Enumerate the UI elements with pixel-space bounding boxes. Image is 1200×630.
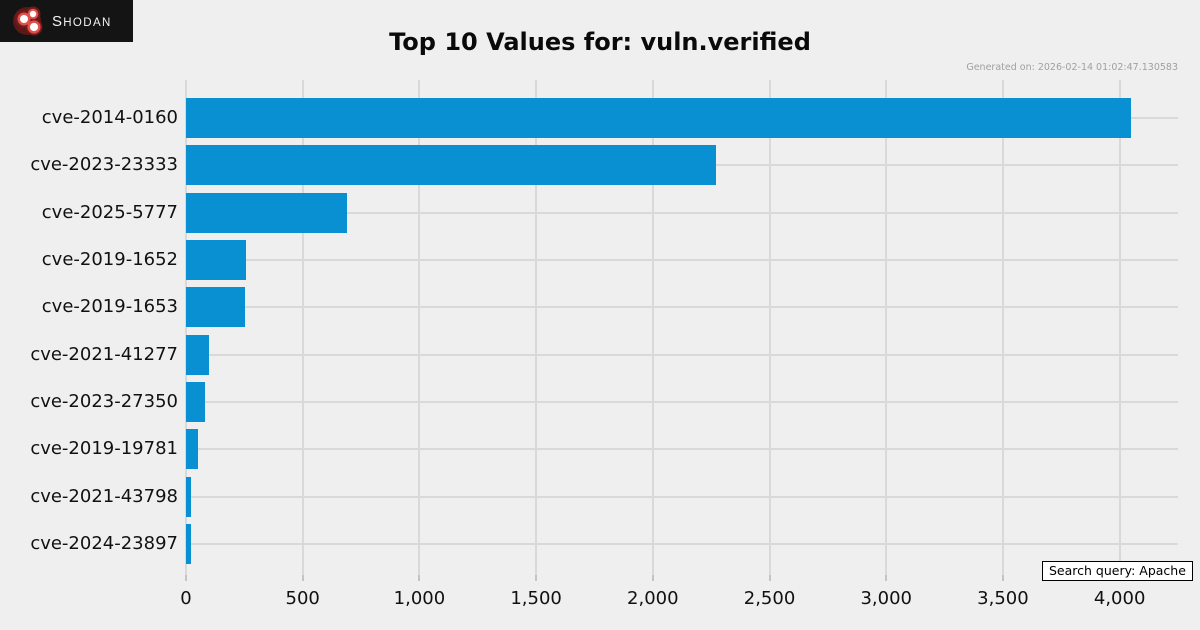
x-tick-mark (885, 575, 888, 581)
h-gridline (186, 211, 1178, 214)
y-axis-label: cve-2019-1653 (41, 296, 178, 318)
h-gridline (186, 259, 1178, 262)
shodan-logo: SHODAN (0, 0, 133, 42)
bar-cve-2023-23333 (186, 145, 716, 186)
page-title: Top 10 Values for: vuln.verified (389, 28, 811, 56)
bar-cve-2019-19781 (186, 429, 198, 470)
v-gridline (651, 80, 654, 575)
h-gridline (186, 543, 1178, 546)
x-tick-mark (301, 575, 304, 581)
bar-cve-2024-23897 (186, 524, 191, 565)
x-tick-mark (185, 575, 187, 581)
bar-cve-2014-0160 (186, 98, 1132, 138)
bar-cve-2023-27350 (186, 382, 205, 423)
v-gridline (535, 80, 538, 575)
y-axis-label: cve-2021-41277 (30, 343, 178, 365)
shodan-wordmark-rest: HODAN (63, 16, 112, 29)
y-axis-label: cve-2025-5777 (41, 201, 178, 223)
bar-cve-2019-1652 (186, 240, 246, 281)
shodan-wordmark: SHODAN (52, 13, 112, 30)
shodan-wordmark-initial: S (52, 12, 64, 30)
h-gridline (186, 306, 1178, 309)
v-gridline (1001, 80, 1004, 575)
x-tick-mark (1001, 575, 1004, 581)
x-axis-tick-label: 2,500 (743, 588, 796, 609)
v-gridline (768, 80, 771, 575)
x-tick-mark (651, 575, 654, 581)
x-tick-mark (768, 575, 771, 581)
x-axis-tick-label: 4,000 (1093, 588, 1146, 609)
v-gridline (301, 80, 304, 575)
bar-cve-2019-1653 (186, 287, 246, 328)
v-gridline (185, 80, 187, 575)
x-axis-tick-label: 2,000 (627, 588, 679, 609)
y-axis-label: cve-2014-0160 (41, 107, 178, 128)
y-axis-label: cve-2023-23333 (30, 154, 178, 176)
bar-cve-2021-41277 (186, 334, 210, 375)
h-gridline (186, 495, 1178, 498)
v-gridline (885, 80, 888, 575)
x-tick-mark (418, 575, 421, 581)
x-axis-tick-label: 0 (180, 588, 192, 609)
generated-timestamp: Generated on: 2026-02-14 01:02:47.130583 (966, 62, 1178, 73)
h-gridline (186, 353, 1178, 356)
search-query-badge: Search query: Apache (1042, 561, 1193, 581)
x-axis-tick-label: 1,000 (393, 588, 446, 609)
y-axis-label: cve-2019-19781 (30, 438, 178, 460)
x-axis-tick-label: 500 (285, 588, 320, 609)
bar-cve-2025-5777 (186, 192, 348, 233)
h-gridline (186, 448, 1178, 451)
x-tick-mark (535, 575, 538, 581)
h-gridline (186, 401, 1178, 404)
x-axis-tick-label: 1,500 (510, 588, 562, 609)
plot-area (185, 80, 1178, 575)
x-axis-tick-label: 3,500 (977, 588, 1029, 609)
v-gridline (1118, 80, 1121, 575)
y-axis-label: cve-2019-1652 (41, 249, 178, 271)
shodan-circles-icon (13, 6, 43, 36)
y-axis-label: cve-2024-23897 (30, 533, 178, 555)
y-axis-label: cve-2021-43798 (30, 485, 178, 507)
bar-cve-2021-43798 (186, 476, 191, 517)
y-axis-label: cve-2023-27350 (30, 391, 178, 413)
v-gridline (418, 80, 421, 575)
x-axis-tick-label: 3,000 (860, 588, 912, 609)
